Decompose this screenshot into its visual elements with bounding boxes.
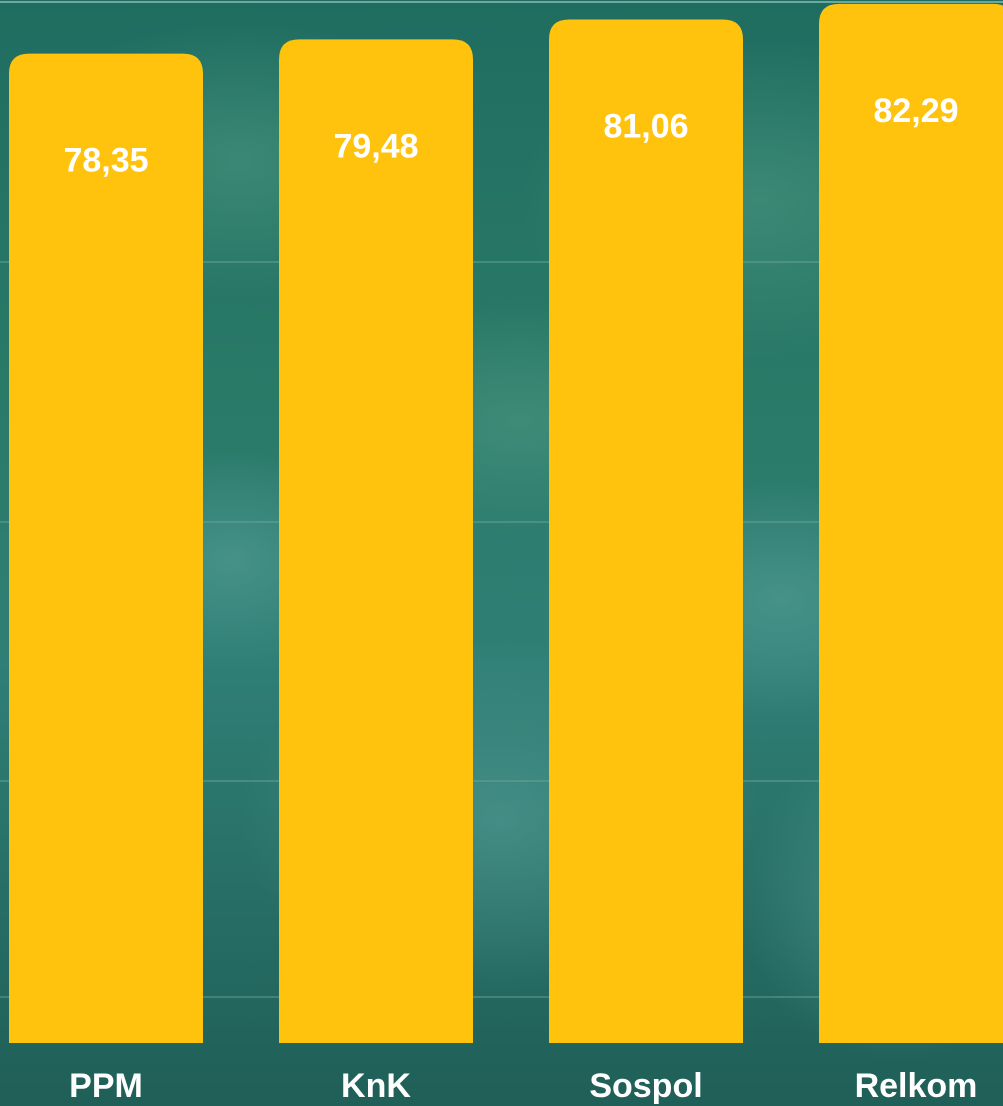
category-label-ppm: PPM <box>69 1067 143 1105</box>
category-label-knk: KnK <box>341 1067 411 1105</box>
bar-knk <box>279 39 473 1044</box>
value-label-sospol: 81,06 <box>603 107 688 145</box>
category-label-relkom: Relkom <box>855 1067 978 1105</box>
category-labels: PPM KnK Sospol Relkom <box>69 1067 977 1105</box>
value-label-relkom: 82,29 <box>873 92 958 130</box>
value-label-ppm: 78,35 <box>63 142 148 180</box>
bars <box>9 3 1003 1044</box>
bar-ppm <box>9 53 203 1043</box>
value-label-knk: 79,48 <box>333 127 418 165</box>
category-label-sospol: Sospol <box>589 1067 702 1105</box>
bar-relkom <box>819 3 1003 1043</box>
value-labels: 78,35 79,48 81,06 82,29 <box>63 92 958 180</box>
bar-sospol <box>549 19 743 1044</box>
